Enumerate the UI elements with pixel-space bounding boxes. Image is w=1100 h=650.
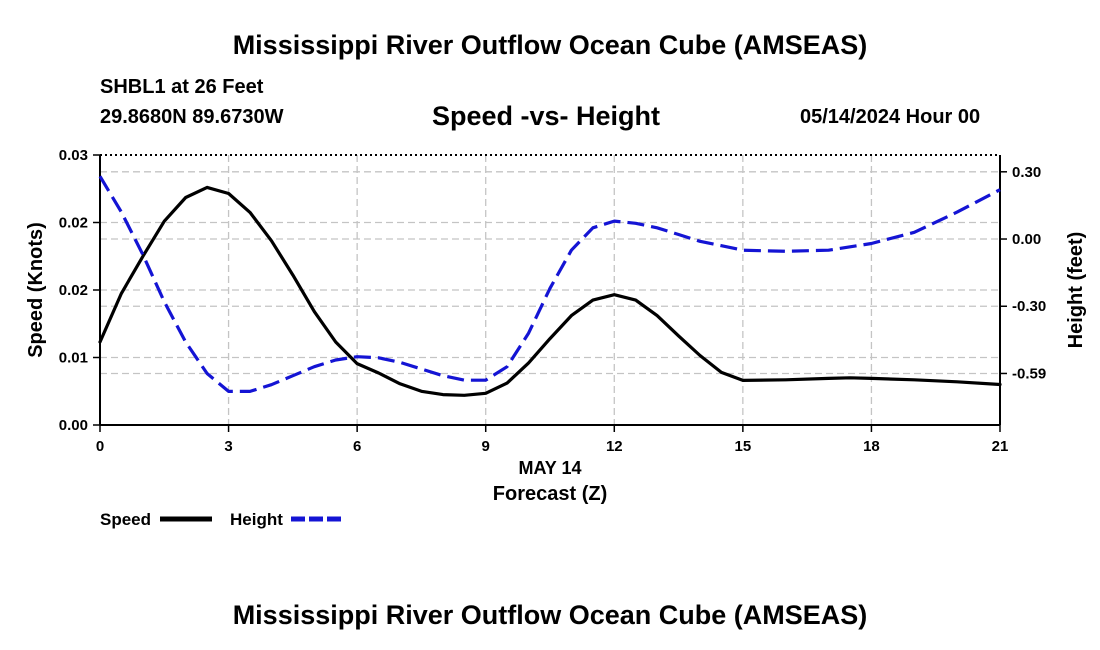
y-left-tick-label: 0.02	[59, 215, 88, 232]
x-tick-label: 3	[224, 438, 232, 455]
y-right-tick-label: -0.59	[1012, 365, 1046, 382]
axes: 0 3 6 9 12 15 18 21 0.00 0.01 0.02 0.02 0.03 0.30 0.00…	[59, 147, 1046, 455]
y-left-tick-label: 0.02	[59, 282, 88, 299]
y-right-tick-label: 0.30	[1012, 164, 1041, 181]
y-left-axis-title: Speed (Knots)	[25, 222, 47, 358]
forecast-datetime: 05/14/2024 Hour 00	[800, 106, 981, 128]
series-line-speed	[98, 185, 1002, 397]
x-axis-title: Forecast (Z)	[493, 483, 607, 505]
station-label: SHBL1 at 26 Feet	[100, 76, 264, 98]
footer-title: Mississippi River Outflow Ocean Cube (AM…	[232, 600, 868, 630]
x-tick-label: 6	[353, 438, 361, 455]
chart-subtitle: Speed -vs- Height	[432, 101, 661, 131]
y-left-tick-label: 0.03	[59, 147, 88, 164]
legend: Speed Height	[100, 510, 343, 529]
y-right-axis-title: Height (feet)	[1065, 232, 1087, 349]
x-date-label: MAY 14	[518, 458, 581, 478]
y-left-tick-label: 0.01	[59, 350, 88, 367]
x-tick-label: 0	[96, 438, 104, 455]
y-right-tick-label: -0.30	[1012, 298, 1046, 315]
x-tick-label: 15	[735, 438, 752, 455]
y-left-tick-label: 0.00	[59, 417, 88, 434]
x-tick-label: 12	[606, 438, 623, 455]
x-tick-label: 9	[482, 438, 490, 455]
coordinates-label: 29.8680N 89.6730W	[100, 106, 284, 128]
y-right-tick-label: 0.00	[1012, 231, 1041, 248]
series-line-height	[98, 175, 1001, 393]
series	[98, 175, 1002, 397]
legend-label-speed: Speed	[100, 510, 151, 529]
chart-title: Mississippi River Outflow Ocean Cube (AM…	[232, 30, 868, 60]
legend-label-height: Height	[230, 510, 283, 529]
x-tick-label: 18	[863, 438, 880, 455]
x-tick-label: 21	[992, 438, 1009, 455]
grid	[100, 155, 1000, 425]
